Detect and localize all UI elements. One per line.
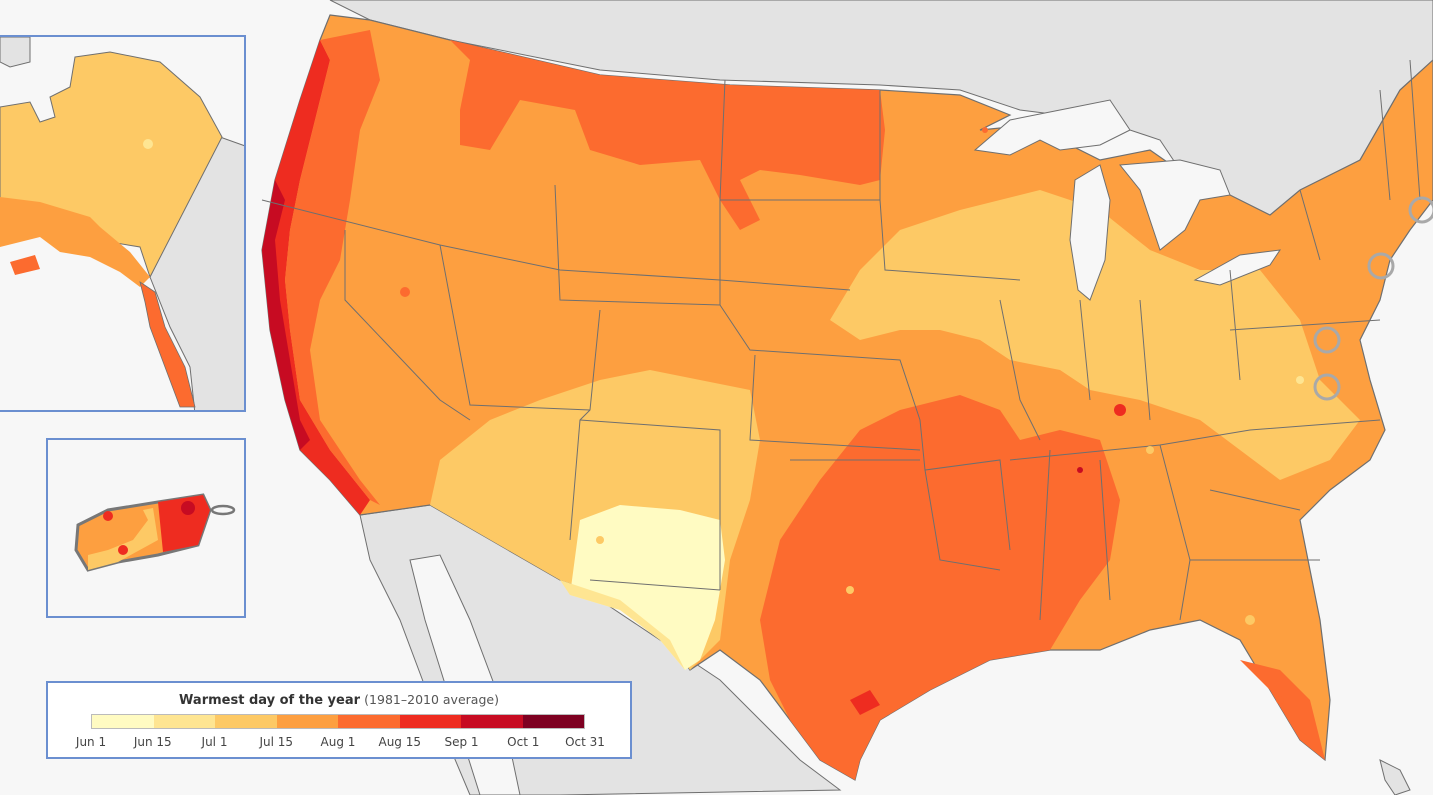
pacific-coast-dark bbox=[262, 180, 310, 450]
legend: Warmest day of the year (1981–2010 avera… bbox=[46, 681, 632, 759]
legend-tick: Jul 15 bbox=[259, 735, 294, 749]
norfolk-ring bbox=[1313, 373, 1341, 401]
vieques-island bbox=[210, 504, 236, 516]
legend-swatch bbox=[153, 715, 215, 728]
legend-swatch bbox=[338, 715, 400, 728]
aleutian-islands bbox=[10, 255, 40, 275]
alaska-south-band bbox=[0, 197, 150, 287]
houston-coast bbox=[850, 690, 880, 715]
legend-swatch bbox=[92, 715, 154, 728]
lake-michigan bbox=[1069, 164, 1111, 301]
legend-tick: Oct 1 bbox=[507, 735, 540, 749]
boston-ring bbox=[1408, 196, 1433, 224]
puerto-rico-inset bbox=[46, 438, 246, 618]
legend-ticks: Jun 1 Jun 15 Jul 1 Jul 15 Aug 1 Aug 15 S… bbox=[48, 735, 630, 751]
legend-color-bar bbox=[91, 714, 585, 729]
highlight-circles bbox=[1313, 196, 1433, 401]
state-borders bbox=[261, 59, 1421, 621]
alaska-map bbox=[0, 37, 244, 410]
pacific-inner-band bbox=[285, 30, 380, 505]
legend-title-bold: Warmest day of the year bbox=[179, 693, 361, 708]
russia-tip bbox=[0, 37, 31, 68]
pr-west-light bbox=[88, 508, 158, 570]
lake-huron bbox=[1119, 159, 1231, 251]
legend-title-sub: (1981–2010 average) bbox=[364, 692, 499, 707]
southwest-pale bbox=[560, 580, 685, 670]
pr-east-red bbox=[158, 495, 210, 552]
legend-tick: Aug 15 bbox=[378, 735, 422, 749]
alaska-inset bbox=[0, 35, 246, 412]
legend-tick: Oct 31 bbox=[565, 735, 605, 749]
bottom-strip bbox=[0, 795, 1433, 806]
legend-swatch bbox=[461, 715, 523, 728]
south-florida bbox=[1240, 660, 1325, 760]
legend-tick: Aug 1 bbox=[320, 735, 356, 749]
south-central-band bbox=[760, 395, 1120, 780]
midwest-light bbox=[830, 190, 1360, 480]
legend-swatch bbox=[215, 715, 277, 728]
legend-tick: Jun 15 bbox=[133, 735, 172, 749]
legend-tick: Jul 1 bbox=[201, 735, 228, 749]
legend-tick: Jun 1 bbox=[75, 735, 107, 749]
bahamas-island bbox=[1379, 759, 1411, 795]
legend-title: Warmest day of the year (1981–2010 avera… bbox=[48, 692, 630, 708]
alaska-panhandle bbox=[139, 281, 196, 408]
southwest-palest bbox=[570, 505, 725, 670]
lake-superior bbox=[973, 99, 1131, 156]
washington-ring bbox=[1313, 326, 1341, 354]
canada-yukon bbox=[149, 136, 244, 410]
legend-swatch bbox=[522, 715, 584, 728]
legend-swatch bbox=[276, 715, 338, 728]
montana-ndakota-band bbox=[450, 40, 885, 230]
legend-swatch bbox=[399, 715, 461, 728]
city-dots bbox=[400, 127, 1304, 704]
legend-tick: Sep 1 bbox=[444, 735, 479, 749]
lake-erie bbox=[1193, 249, 1282, 286]
new-york-ring bbox=[1367, 252, 1395, 280]
puerto-rico-map bbox=[74, 493, 236, 572]
